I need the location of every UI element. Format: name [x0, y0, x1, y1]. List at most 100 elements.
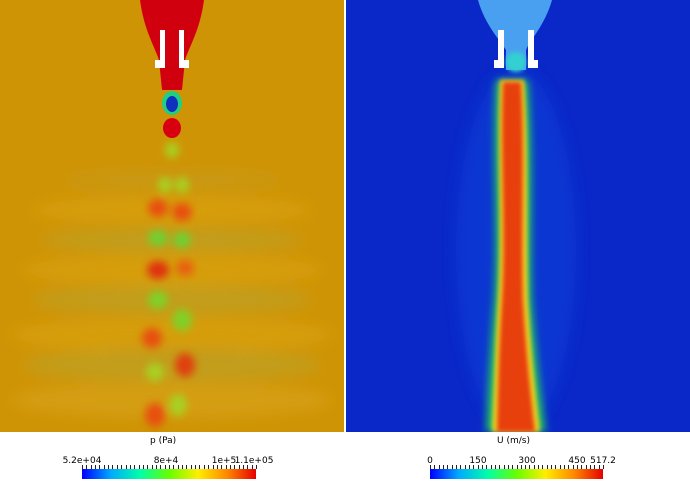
pressure-tick-label: 1e+5: [211, 456, 237, 466]
colorbar-tick: [203, 465, 205, 469]
colorbar-tick: [186, 465, 188, 469]
colorbar-tick: [499, 465, 501, 469]
colorbar-tick: [199, 465, 201, 469]
colorbar-tick: [486, 465, 488, 469]
colorbar-tick: [247, 465, 249, 469]
colorbar-tick: [555, 465, 557, 469]
colorbar-tick: [525, 465, 527, 469]
colorbar-tick: [190, 465, 192, 469]
colorbar-tick: [116, 465, 118, 469]
colorbar-tick: [121, 465, 123, 469]
colorbar-tick: [173, 465, 175, 469]
colorbar-tick: [112, 465, 114, 469]
colorbar-tick: [546, 465, 548, 469]
pressure-tick-label: 1.1e+05: [234, 456, 274, 466]
colorbar-tick: [103, 465, 105, 469]
colorbar-tick: [195, 465, 197, 469]
colorbar-tick: [90, 465, 92, 469]
nozzle-wall-right: [179, 30, 189, 68]
colorbar-tick: [481, 465, 483, 469]
colorbar-tick: [542, 465, 544, 469]
nozzle-interior-flow: [478, 0, 552, 70]
colorbar-tick: [134, 465, 136, 469]
colorbar-tick: [142, 465, 144, 469]
velocity-tick-label: 0: [427, 456, 433, 466]
colorbar-tick: [125, 465, 127, 469]
colorbar-tick: [160, 465, 162, 469]
colorbar-tick: [82, 465, 83, 469]
nozzle-wall-right-right-panel: [528, 30, 538, 68]
colorbar-tick: [516, 465, 518, 469]
velocity-colorbar: [430, 469, 603, 479]
jet-core: [497, 82, 535, 432]
colorbar-tick: [242, 465, 244, 469]
colorbar-tick: [468, 465, 470, 469]
colorbar-tick: [507, 465, 509, 469]
colorbar-tick: [95, 465, 97, 469]
colorbar-tick: [108, 465, 110, 469]
colorbar-tick: [164, 465, 166, 469]
velocity-tick-label: 150: [469, 456, 487, 466]
colorbar-tick: [447, 465, 449, 469]
colorbar-tick: [455, 465, 457, 469]
velocity-tick-label: 300: [518, 456, 536, 466]
colorbar-tick: [442, 465, 444, 469]
colorbar-tick: [581, 465, 583, 469]
pressure-colorbar-title: p (Pa): [150, 436, 177, 446]
colorbar-tick: [538, 465, 540, 469]
colorbar-tick: [147, 465, 149, 469]
velocity-colorbar-title: U (m/s): [497, 436, 530, 446]
colorbar-tick: [225, 465, 227, 469]
colorbar-tick: [208, 465, 210, 469]
colorbar-tick: [129, 465, 131, 469]
colorbar-tick: [430, 465, 431, 469]
colorbar-tick: [494, 465, 496, 469]
velocity-tick-label: 450: [568, 456, 586, 466]
colorbar-tick: [503, 465, 505, 469]
colorbar-tick: [594, 465, 596, 469]
colorbar-tick: [86, 465, 88, 469]
colorbar-tick: [572, 465, 574, 469]
colorbar-tick: [551, 465, 553, 469]
velocity-colorbar-ticks: [430, 465, 604, 469]
colorbar-tick: [138, 465, 140, 469]
colorbar-tick: [477, 465, 479, 469]
colorbar-tick: [229, 465, 231, 469]
colorbar-tick: [438, 465, 440, 469]
velocity-panel: [346, 0, 690, 432]
colorbar-tick: [234, 465, 236, 469]
colorbar-tick: [577, 465, 579, 469]
colorbar-tick: [585, 465, 587, 469]
colorbar-tick: [568, 465, 570, 469]
colorbar-tick: [151, 465, 153, 469]
colorbar-tick: [603, 465, 604, 469]
pressure-colorbar-ticks: [82, 465, 257, 469]
colorbar-tick: [533, 465, 535, 469]
panel-divider: [344, 0, 346, 432]
colorbar-tick: [251, 465, 253, 469]
nozzle-wall-left-right-panel: [494, 30, 504, 68]
pressure-panel: [0, 0, 344, 432]
colorbar-tick: [598, 465, 600, 469]
colorbar-tick: [212, 465, 214, 469]
colorbar-tick: [451, 465, 453, 469]
colorbar-tick: [512, 465, 514, 469]
colorbar-tick: [169, 465, 170, 469]
colorbar-tick: [182, 465, 184, 469]
colorbar-tick: [559, 465, 561, 469]
colorbar-tick: [490, 465, 492, 469]
jet-plume: [486, 80, 546, 432]
colorbar-tick: [216, 465, 218, 469]
pressure-tick-label: 5.2e+04: [62, 456, 102, 466]
colorbar-tick: [238, 465, 240, 469]
colorbar-tick: [434, 465, 436, 469]
colorbar-tick: [564, 465, 566, 469]
nozzle-high-pressure-region: [140, 0, 204, 90]
pressure-colorbar: [82, 469, 256, 479]
velocity-tick-label: 517.2: [590, 456, 616, 466]
simulation-view: [0, 0, 690, 432]
colorbar-tick: [529, 465, 531, 469]
colorbar-tick: [99, 465, 101, 469]
colorbar-tick: [221, 465, 223, 469]
colorbar-tick: [464, 465, 466, 469]
